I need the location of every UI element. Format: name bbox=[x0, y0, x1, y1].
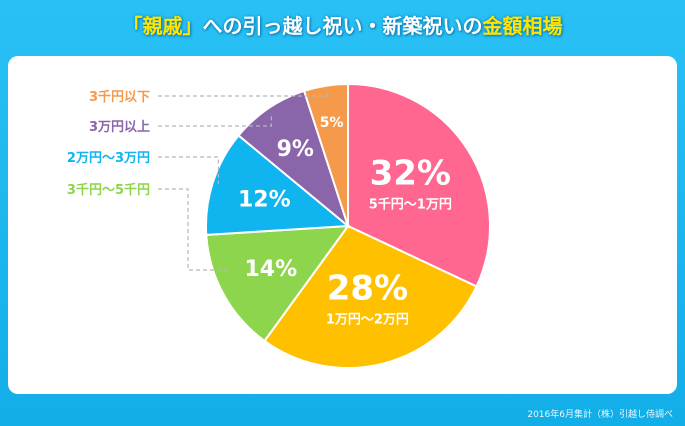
slice-legend-label: 3千円〜5千円 bbox=[67, 182, 150, 198]
pie-slice bbox=[205, 224, 351, 343]
title-relatives: 「親戚」 bbox=[122, 14, 203, 38]
slice-percent-label: 14% bbox=[244, 257, 297, 282]
pie-chart: 32% 5千円〜1万円 28% 1万円〜2万円 14% 12% 9% 5% 3千円〜5千円 2万円… bbox=[67, 82, 491, 369]
source-note: 2016年6月集計（株）引越し侍調べ bbox=[527, 410, 673, 420]
slice-category-label: 5千円〜1万円 bbox=[369, 196, 452, 212]
slice-legend-label: 3万円以上 bbox=[89, 120, 150, 135]
slice-legend-label: 3千円以下 bbox=[89, 89, 150, 105]
pie-slice bbox=[205, 134, 351, 236]
slice-legend-label: 2万円〜3万円 bbox=[67, 151, 150, 166]
leader-line bbox=[158, 91, 328, 97]
slice-percent-label: 9% bbox=[277, 137, 314, 162]
pie-slice bbox=[347, 82, 491, 288]
slice-percent-label: 12% bbox=[238, 188, 291, 213]
chart-panel: 32% 5千円〜1万円 28% 1万円〜2万円 14% 12% 9% 5% 3千円〜5千円 2万円… bbox=[8, 56, 677, 394]
slice-percent-label: 32% bbox=[370, 153, 451, 193]
slice-percent-label: 5% bbox=[320, 115, 344, 131]
slice-category-label: 1万円〜2万円 bbox=[326, 313, 409, 328]
chart-title: 「親戚」への引っ越し祝い・新築祝いの金額相場 bbox=[0, 6, 685, 46]
pie-slice bbox=[302, 82, 349, 227]
pie-slice bbox=[237, 89, 351, 229]
title-amount: 金額相場 bbox=[482, 14, 563, 38]
leader-line bbox=[158, 188, 229, 271]
slice-percent-label: 28% bbox=[327, 269, 408, 309]
leader-line bbox=[158, 113, 272, 127]
title-middle: への引っ越し祝い・新築祝いの bbox=[202, 14, 483, 38]
leader-line bbox=[158, 156, 219, 184]
pie-slice bbox=[263, 224, 478, 369]
